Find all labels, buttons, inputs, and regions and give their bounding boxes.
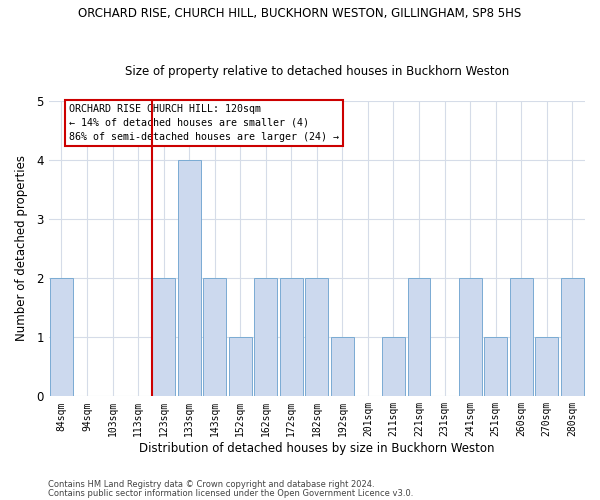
- Bar: [152, 278, 175, 396]
- Bar: [535, 337, 558, 396]
- Bar: [561, 278, 584, 396]
- Text: Contains public sector information licensed under the Open Government Licence v3: Contains public sector information licen…: [48, 488, 413, 498]
- Text: Contains HM Land Registry data © Crown copyright and database right 2024.: Contains HM Land Registry data © Crown c…: [48, 480, 374, 489]
- Bar: [203, 278, 226, 396]
- Bar: [382, 337, 405, 396]
- Bar: [458, 278, 482, 396]
- Bar: [280, 278, 303, 396]
- Bar: [509, 278, 533, 396]
- Bar: [178, 160, 200, 396]
- Bar: [229, 337, 252, 396]
- Bar: [484, 337, 507, 396]
- Bar: [407, 278, 430, 396]
- Bar: [331, 337, 354, 396]
- Text: ORCHARD RISE CHURCH HILL: 120sqm
← 14% of detached houses are smaller (4)
86% of: ORCHARD RISE CHURCH HILL: 120sqm ← 14% o…: [69, 104, 339, 142]
- X-axis label: Distribution of detached houses by size in Buckhorn Weston: Distribution of detached houses by size …: [139, 442, 494, 455]
- Bar: [50, 278, 73, 396]
- Y-axis label: Number of detached properties: Number of detached properties: [15, 156, 28, 342]
- Bar: [254, 278, 277, 396]
- Title: Size of property relative to detached houses in Buckhorn Weston: Size of property relative to detached ho…: [125, 66, 509, 78]
- Bar: [305, 278, 328, 396]
- Text: ORCHARD RISE, CHURCH HILL, BUCKHORN WESTON, GILLINGHAM, SP8 5HS: ORCHARD RISE, CHURCH HILL, BUCKHORN WEST…: [79, 8, 521, 20]
